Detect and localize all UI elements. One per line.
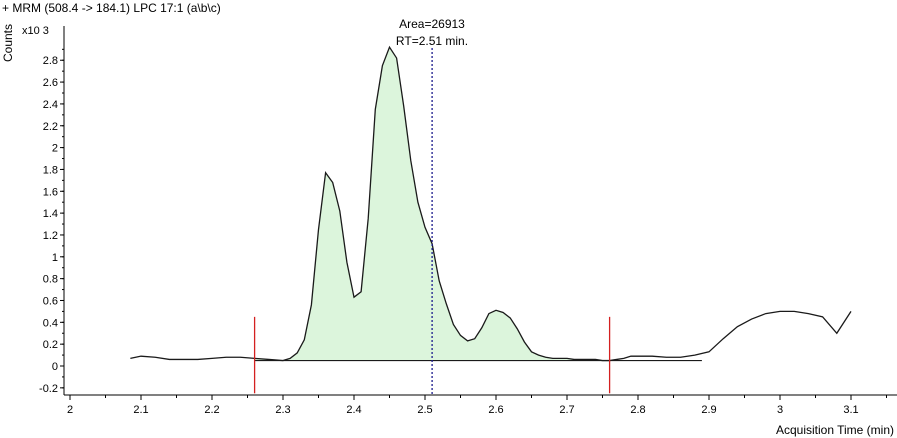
y-tick-label: 0 <box>52 361 58 373</box>
y-tick-label: 2.8 <box>43 55 58 67</box>
x-tick-label: 3.1 <box>843 404 858 416</box>
y-tick-label: 1.4 <box>43 208 58 220</box>
x-tick-label: 2.7 <box>559 404 574 416</box>
chromatogram-trace <box>130 45 852 362</box>
x-tick-label: 2.3 <box>275 404 290 416</box>
y-tick-label: 0.4 <box>43 317 58 329</box>
y-scale-label: x10 3 <box>22 25 49 37</box>
peak-area-label: Area=26913 <box>399 17 465 31</box>
y-tick-label: 1.2 <box>43 230 58 242</box>
y-tick-label: 0.6 <box>43 295 58 307</box>
y-tick-label: -0.2 <box>39 383 58 395</box>
y-tick-label: 0.2 <box>43 339 58 351</box>
y-tick-label: 2.4 <box>43 99 58 111</box>
x-tick-label: 2.6 <box>488 404 503 416</box>
chart-title: + MRM (508.4 -> 184.1) LPC 17:1 (a\b\c) <box>2 1 221 15</box>
peak-rt-label: RT=2.51 min. <box>396 34 468 48</box>
x-tick-label: 3 <box>777 404 783 416</box>
x-tick-label: 2.8 <box>630 404 645 416</box>
x-tick-label: 2.5 <box>417 404 432 416</box>
x-tick-label: 2 <box>67 404 73 416</box>
y-tick-label: 1 <box>52 252 58 264</box>
x-axis-label: Acquisition Time (min) <box>776 423 894 437</box>
y-tick-label: 1.6 <box>43 186 58 198</box>
y-tick-label: 2 <box>52 143 58 155</box>
integrated-peak-area <box>254 47 610 361</box>
x-tick-label: 2.1 <box>133 404 148 416</box>
y-tick-label: 2.6 <box>43 77 58 89</box>
y-tick-label: 1.8 <box>43 164 58 176</box>
x-tick-label: 2.4 <box>346 404 361 416</box>
y-axis-label: Counts <box>1 24 15 62</box>
y-tick-label: 0.8 <box>43 274 58 286</box>
y-tick-label: 2.2 <box>43 121 58 133</box>
x-tick-label: 2.2 <box>204 404 219 416</box>
plot-area: -0.2 0 0.2 0.4 0.6 0.8 1 1.2 1.4 1.6 1.8 2 2.2 2.4 2.6… <box>39 26 897 416</box>
x-tick-label: 2.9 <box>701 404 716 416</box>
